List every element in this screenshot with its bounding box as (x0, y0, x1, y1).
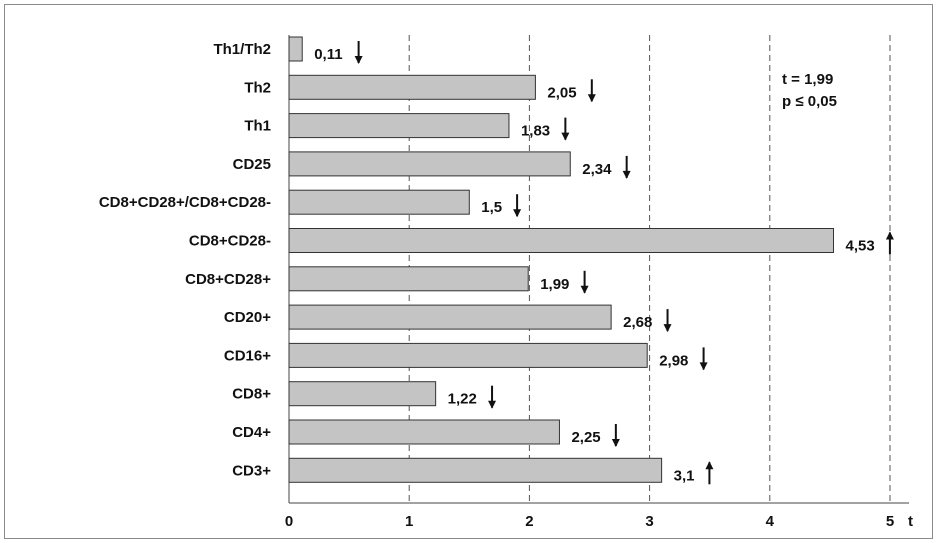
bar (288, 189, 470, 215)
bar (288, 266, 529, 292)
x-axis-label: t (908, 513, 913, 530)
chart-frame: 0 1 2 3 4 5 Th1/Th2 Th2 Th1 CD25 CD8+CD28+/CD8+CD… (4, 4, 933, 539)
arrow-up-icon (705, 461, 714, 485)
bars (288, 36, 835, 483)
category-label: CD8+ (232, 386, 271, 403)
bar (288, 113, 510, 139)
category-label: CD20+ (224, 309, 271, 326)
arrow-down-icon (561, 117, 570, 141)
category-label: CD8+CD28- (189, 233, 271, 250)
bar (288, 151, 571, 177)
value-label: 1,22 (448, 391, 477, 408)
category-label: Th2 (244, 79, 271, 96)
bar (288, 419, 560, 445)
bar (288, 304, 612, 330)
value-labels: 0,11 2,05 1,83 2,34 1,5 4,53 1,99 2,68 2,98 1,22 2… (314, 46, 874, 484)
arrow-down-icon (699, 347, 708, 371)
value-label: 4,53 (846, 238, 875, 255)
x-tick-label: 1 (405, 513, 413, 530)
category-label: CD25 (233, 156, 271, 173)
category-label: Th1 (244, 118, 271, 135)
arrow-down-icon (611, 424, 620, 447)
value-label: 0,11 (314, 46, 342, 63)
category-label: CD8+CD28+/CD8+CD28- (99, 194, 271, 211)
x-tick-label: 4 (766, 513, 775, 530)
category-label: Th1/Th2 (213, 41, 271, 58)
value-label: 1,5 (481, 199, 502, 216)
annotation-t-value: t = 1,99 (782, 71, 833, 88)
arrow-down-icon (513, 194, 522, 218)
value-label: 2,98 (659, 352, 688, 369)
value-label: 3,1 (674, 467, 695, 484)
x-tick-labels: 0 1 2 3 4 5 (285, 513, 894, 530)
value-label: 1,83 (521, 123, 550, 140)
arrow-down-icon (622, 155, 631, 179)
bar (288, 74, 536, 100)
category-labels: Th1/Th2 Th2 Th1 CD25 CD8+CD28+/CD8+CD28- CD8+… (99, 41, 271, 479)
arrow-down-icon (354, 41, 363, 64)
x-tick-label: 5 (886, 513, 894, 530)
category-label: CD16+ (224, 347, 271, 364)
annotation-p-value: p ≤ 0,05 (782, 93, 837, 110)
direction-arrows (354, 41, 894, 485)
bar (288, 36, 303, 62)
category-label: CD4+ (232, 424, 271, 441)
bar (288, 381, 437, 407)
value-label: 2,25 (571, 429, 600, 446)
arrow-down-icon (587, 79, 596, 103)
arrow-down-icon (488, 385, 497, 409)
arrow-down-icon (580, 270, 589, 294)
value-label: 2,68 (623, 314, 652, 331)
x-tick-label: 0 (285, 513, 293, 530)
bar (288, 457, 663, 483)
value-label: 1,99 (540, 276, 569, 293)
arrow-up-icon (885, 231, 894, 255)
value-label: 2,05 (547, 84, 576, 101)
bar (288, 342, 648, 368)
value-label: 2,34 (582, 161, 612, 178)
category-label: CD8+CD28+ (185, 271, 271, 288)
category-label: CD3+ (232, 462, 271, 479)
x-tick-label: 2 (525, 513, 533, 530)
arrow-down-icon (663, 309, 672, 333)
bar (288, 228, 835, 253)
x-tick-label: 3 (645, 513, 653, 530)
bar-chart: 0 1 2 3 4 5 Th1/Th2 Th2 Th1 CD25 CD8+CD28+/CD8+CD… (99, 35, 913, 530)
